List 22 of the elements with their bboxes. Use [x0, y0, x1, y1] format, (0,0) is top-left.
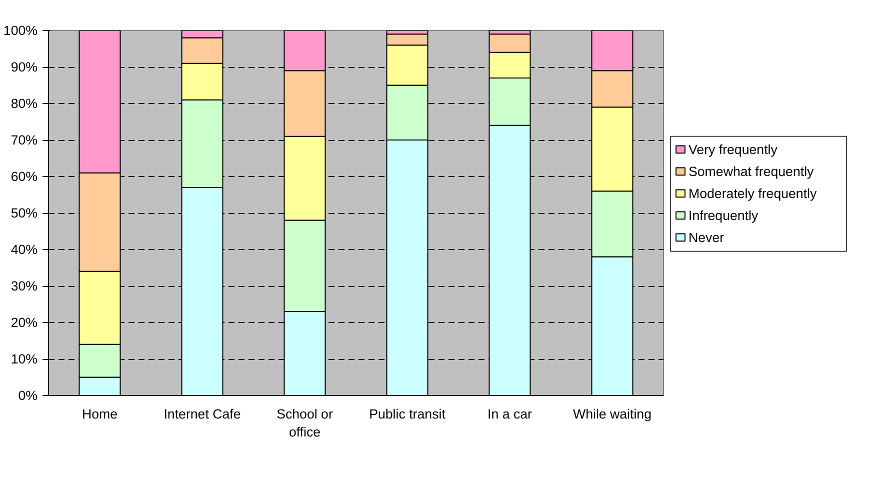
y-tick-label: 10%: [10, 352, 38, 366]
y-tick-label: 20%: [10, 315, 38, 330]
legend-label: Very frequently: [688, 142, 778, 157]
x-tick-label: While waiting: [572, 406, 652, 422]
x-tick-label: School or office: [276, 406, 334, 440]
y-tick-label: 70%: [10, 132, 38, 148]
y-tick-label: 0%: [18, 388, 38, 403]
x-tick-label: Home: [82, 406, 118, 422]
y-tick-label: 80%: [10, 96, 38, 111]
x-tick-label: Internet Cafe: [164, 406, 241, 422]
y-tick-label: 90%: [10, 60, 38, 74]
y-tick-label: 30%: [10, 278, 38, 294]
legend-label: Never: [688, 230, 725, 245]
y-tick-label: 60%: [10, 169, 38, 184]
x-tick-label: In a car: [488, 406, 533, 422]
y-tick-label: 100%: [3, 23, 38, 38]
x-tick-label: Public transit: [369, 406, 446, 422]
legend-label: Moderately frequently: [688, 186, 817, 201]
y-tick-label: 50%: [10, 206, 38, 220]
legend-label: Somewhat frequently: [688, 164, 814, 179]
legend-label: Infrequently: [688, 208, 758, 223]
y-tick-label: 40%: [10, 242, 38, 257]
